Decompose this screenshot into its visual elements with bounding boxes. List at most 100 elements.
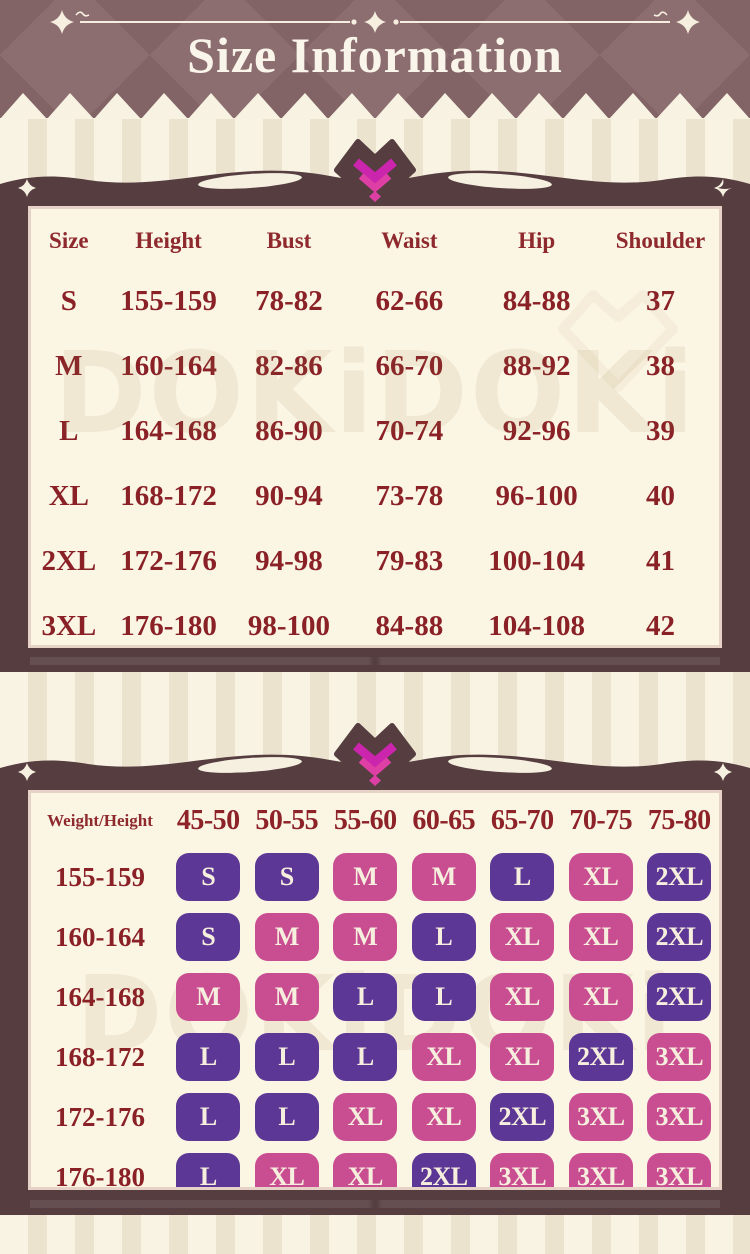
size-cell: 160-164 xyxy=(120,350,217,382)
sparkle-icon xyxy=(50,10,74,34)
size-cell: 37 xyxy=(646,285,675,317)
size-cell: 70-74 xyxy=(375,415,444,447)
size-badge: 3XL xyxy=(647,1033,712,1081)
size-badge: L xyxy=(254,1093,319,1141)
size-cell: XL xyxy=(48,480,89,512)
size-badge: XL xyxy=(333,1093,398,1141)
size-badge: XL xyxy=(254,1153,319,1187)
weight-height-table: Weight/Height 45-50 50-55 55-60 60-65 65-70 70… xyxy=(31,793,719,1187)
size-cell: 172-176 xyxy=(120,545,217,577)
size-badge: XL xyxy=(568,973,633,1021)
size-cell: 78-82 xyxy=(255,285,323,317)
size-table-header-row: Size Height Bust Waist Hip Shoulder xyxy=(31,213,719,269)
size-badge: XL xyxy=(333,1153,398,1187)
size-badge: XL xyxy=(568,913,633,961)
size-badge: 2XL xyxy=(411,1153,476,1187)
heart-logo-icon xyxy=(334,139,416,206)
size-badge: 2XL xyxy=(647,913,712,961)
size-cell: 73-78 xyxy=(375,480,444,512)
table-row: S 155-159 78-82 62-66 84-88 37 xyxy=(31,269,719,334)
size-badge: 3XL xyxy=(568,1093,633,1141)
column-header: Bust xyxy=(266,228,312,253)
matrix-row: 155-159 S S M M L XL 2XL xyxy=(31,847,719,907)
size-badge: S xyxy=(176,913,241,961)
size-badge: M xyxy=(333,913,398,961)
size-cell: 2XL xyxy=(41,545,97,577)
sparkle-icon xyxy=(714,179,732,197)
size-cell: 42 xyxy=(646,610,675,642)
weight-header: 70-75 xyxy=(569,805,633,836)
size-badge: XL xyxy=(411,1033,476,1081)
star-icon xyxy=(364,11,386,33)
size-cell: 104-108 xyxy=(488,610,585,642)
column-header: Height xyxy=(135,228,202,253)
weight-header: 75-80 xyxy=(647,805,711,836)
size-cell: 84-88 xyxy=(502,285,571,317)
size-badge: M xyxy=(333,853,398,901)
zigzag-border xyxy=(0,93,750,119)
size-badge: XL xyxy=(568,853,633,901)
header-banner: Size Information xyxy=(0,0,750,119)
size-badge: L xyxy=(333,1033,398,1081)
table-row: M 160-164 82-86 66-70 88-92 38 xyxy=(31,334,719,399)
heart-logo-icon xyxy=(334,723,416,790)
sparkle-icon xyxy=(18,179,36,197)
weight-height-frame: DOKiDOKi Weight/Height45-5050-5555-6060-… xyxy=(0,790,750,1215)
table-row: 3XL 176-180 98-100 84-88 104-108 42 xyxy=(31,594,719,645)
size-badge: L xyxy=(176,1153,241,1187)
matrix-row: 160-164 S M M L XL XL 2XL xyxy=(31,907,719,967)
size-table-panel: DOKiDOKi Size Height Bust Waist Hip Shoulder … xyxy=(28,206,722,648)
table-row: L 164-168 86-90 70-74 92-96 39 xyxy=(31,399,719,464)
size-badge: 3XL xyxy=(647,1153,712,1187)
size-badge: XL xyxy=(490,913,555,961)
weight-height-panel: DOKiDOKi Weight/Height45-5050-5555-6060-… xyxy=(28,790,722,1190)
height-label: 172-176 xyxy=(55,1101,145,1132)
size-cell: 84-88 xyxy=(375,610,444,642)
height-label: 168-172 xyxy=(55,1041,145,1072)
weight-header: 65-70 xyxy=(490,805,554,836)
matrix-row: 176-180 L XL XL 2XL 3XL 3XL 3XL xyxy=(31,1147,719,1187)
size-badge: M xyxy=(176,973,241,1021)
size-cell: L xyxy=(59,415,79,447)
size-cell: 3XL xyxy=(41,610,97,642)
size-cell: 62-66 xyxy=(375,285,444,317)
size-badge: 2XL xyxy=(568,1033,633,1081)
column-header: Hip xyxy=(518,228,556,253)
ornament-line xyxy=(50,10,700,34)
size-cell: 100-104 xyxy=(488,545,585,577)
size-badge: L xyxy=(176,1033,241,1081)
size-badge: 2XL xyxy=(647,973,712,1021)
column-header: Size xyxy=(49,228,89,253)
size-badge: 3XL xyxy=(568,1153,633,1187)
size-cell: S xyxy=(60,285,77,317)
matrix-row: 172-176 L L XL XL 2XL 3XL 3XL xyxy=(31,1087,719,1147)
size-badge: XL xyxy=(490,973,555,1021)
size-badge: 3XL xyxy=(647,1093,712,1141)
size-badge: S xyxy=(254,853,319,901)
size-cell: 88-92 xyxy=(502,350,571,382)
weight-header: 55-60 xyxy=(333,805,397,836)
size-badge: L xyxy=(490,853,555,901)
weight-header: 60-65 xyxy=(412,805,476,836)
size-badge: M xyxy=(254,913,319,961)
matrix-row: 164-168 M M L L XL XL 2XL xyxy=(31,967,719,1027)
height-label: 160-164 xyxy=(55,921,145,952)
sparkle-icon xyxy=(714,763,732,781)
size-badge: S xyxy=(176,853,241,901)
size-cell: 79-83 xyxy=(375,545,444,577)
size-badge: XL xyxy=(411,1093,476,1141)
size-badge: 2XL xyxy=(647,853,712,901)
page-title: Size Information xyxy=(187,27,563,83)
heart-divider-top xyxy=(0,139,750,206)
size-cell: 41 xyxy=(646,545,675,577)
height-label: 155-159 xyxy=(55,861,145,892)
matrix-row: 168-172 L L L XL XL 2XL 3XL xyxy=(31,1027,719,1087)
column-header: Shoulder xyxy=(615,228,706,253)
table-row: XL 168-172 90-94 73-78 96-100 40 xyxy=(31,464,719,529)
size-cell: 176-180 xyxy=(120,610,217,642)
size-badge: L xyxy=(254,1033,319,1081)
sparkle-icon xyxy=(676,10,700,34)
size-cell: 164-168 xyxy=(120,415,217,447)
size-cell: M xyxy=(55,350,83,382)
size-cell: 86-90 xyxy=(255,415,323,447)
